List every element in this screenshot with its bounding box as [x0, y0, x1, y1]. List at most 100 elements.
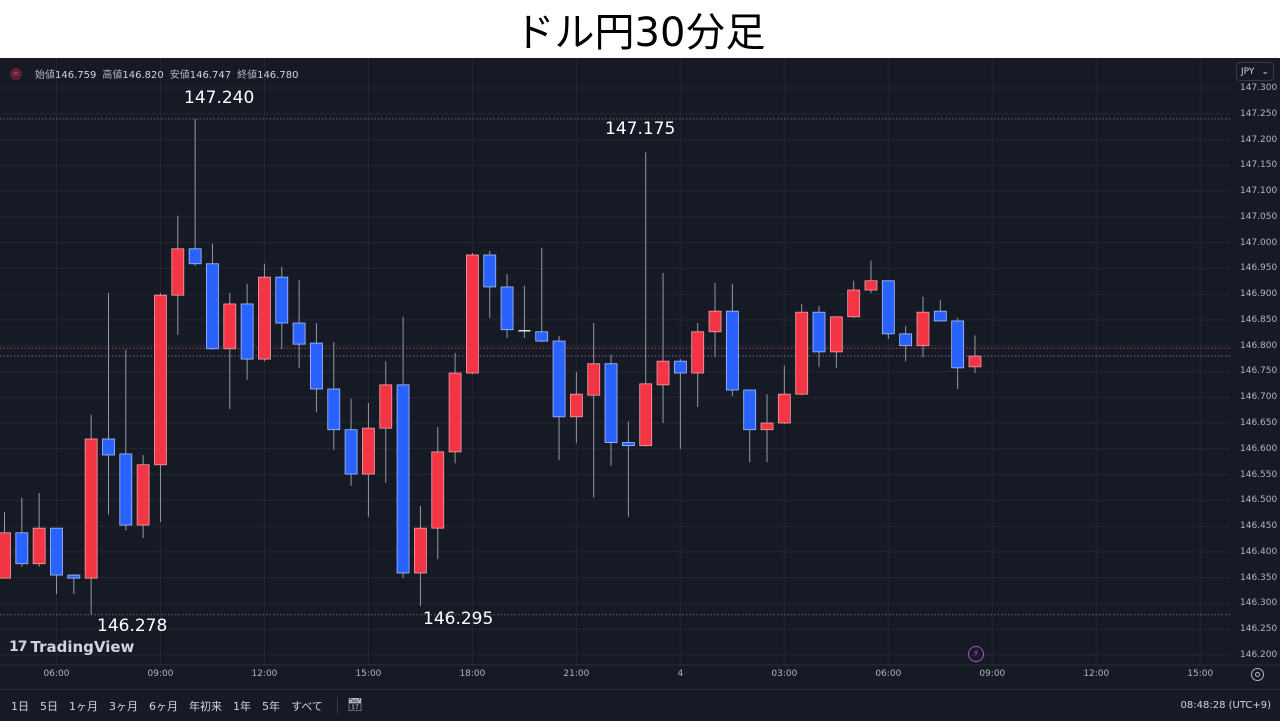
candle-down	[483, 254, 497, 288]
price-tick-label: 146.200	[1240, 649, 1278, 660]
time-tick-label: 09:00	[147, 669, 174, 679]
candle-down	[899, 333, 913, 347]
price-tick-label: 146.750	[1240, 366, 1278, 377]
price-tick-label: 146.250	[1240, 624, 1278, 635]
range-5y-button[interactable]: 5年	[262, 699, 280, 713]
time-tick-label: 12:00	[251, 669, 278, 679]
price-tick-label: 146.300	[1240, 598, 1278, 609]
price-tick-label: 147.300	[1240, 83, 1278, 93]
clock-timezone[interactable]: 08:48:28 (UTC+9)	[1180, 700, 1271, 711]
candle-down	[310, 342, 323, 390]
range-all-button[interactable]: すべて	[291, 699, 323, 713]
high-value: 146.820	[122, 70, 164, 81]
lightning-icon[interactable]: ⚡	[968, 646, 984, 662]
time-tick-label: 03:00	[771, 669, 798, 679]
candle-up	[569, 393, 583, 418]
open-label: 始値	[35, 70, 55, 81]
candle-up	[0, 532, 11, 579]
time-tick-label: 18:00	[459, 669, 486, 679]
page-header: ドル円30分足	[0, 0, 1280, 58]
range-3m-button[interactable]: 3ヶ月	[109, 699, 138, 713]
candle-up	[639, 383, 653, 447]
candle-up	[84, 438, 98, 579]
price-tick-label: 146.850	[1240, 314, 1278, 325]
price-tick-label: 146.700	[1240, 392, 1278, 403]
candle-up	[691, 331, 705, 374]
price-tick-label: 147.200	[1240, 134, 1278, 145]
bottom-toolbar: 1日 5日 1ヶ月 3ヶ月 6ヶ月 年初来 1年 5年 すべて 📅︎ 08:48…	[0, 689, 1280, 721]
candle-down	[535, 331, 549, 342]
tradingview-logo[interactable]: 𝟭𝟳 TradingView	[9, 638, 134, 656]
candle-up	[258, 276, 271, 360]
price-tick-label: 147.000	[1240, 237, 1278, 248]
price-tick-label: 147.250	[1240, 108, 1278, 119]
symbol-badge-icon[interactable]: ≈	[10, 67, 22, 80]
candle-up	[760, 422, 774, 431]
range-1d-button[interactable]: 1日	[11, 699, 29, 713]
candle-down	[604, 363, 618, 443]
price-tick-label: 146.650	[1240, 418, 1278, 428]
candle-up	[362, 427, 375, 475]
time-tick-label: 06:00	[43, 669, 70, 679]
high-label: 高値	[102, 70, 123, 81]
candle-up	[466, 254, 479, 374]
candle-up	[916, 311, 930, 347]
candle-down	[396, 384, 410, 574]
candle-up	[448, 372, 462, 453]
candle-up	[154, 294, 167, 466]
price-tick-label: 146.400	[1240, 546, 1278, 557]
candle-up	[847, 289, 861, 318]
candle-up	[414, 527, 427, 574]
candle-down	[240, 303, 254, 360]
candle-down	[50, 527, 63, 576]
price-tick-label: 147.100	[1240, 186, 1278, 197]
candle-down	[206, 263, 219, 350]
currency-select[interactable]: JPY ⌄	[1236, 62, 1274, 81]
price-tick-label: 146.800	[1240, 340, 1278, 351]
candle-down	[621, 442, 635, 447]
annotation-high: 147.240	[184, 88, 255, 108]
range-5d-button[interactable]: 5日	[40, 699, 58, 713]
page-title: ドル円30分足	[514, 10, 766, 56]
candle-down	[344, 429, 358, 475]
candle-down	[119, 453, 133, 526]
logo-text: TradingView	[30, 638, 135, 656]
price-tick-label: 147.050	[1240, 211, 1278, 222]
low-value: 146.747	[189, 70, 232, 81]
candle-down	[327, 388, 341, 431]
candle-down	[552, 340, 566, 418]
time-tick-label: 15:00	[355, 669, 382, 679]
candle-down	[933, 310, 947, 322]
range-ytd-button[interactable]: 年初来	[189, 699, 222, 713]
candle-up	[136, 464, 150, 526]
candle-down	[725, 310, 739, 391]
ohlc-legend: ≈ 始値146.759 高値146.820 安値146.747 終値146.78…	[10, 66, 304, 81]
time-tick-label: 4	[677, 669, 684, 679]
price-tick-label: 146.500	[1240, 495, 1278, 506]
annotation-spike-high: 147.175	[605, 119, 676, 139]
candle-down	[743, 389, 757, 431]
candle-down	[673, 360, 687, 374]
calendar-goto-icon[interactable]: 📅︎	[346, 698, 364, 713]
settings-icon[interactable]	[1251, 668, 1264, 681]
candle-up	[32, 527, 46, 565]
range-1m-button[interactable]: 1ヶ月	[69, 699, 98, 713]
range-6m-button[interactable]: 6ヶ月	[149, 699, 178, 713]
candle-down	[67, 574, 81, 579]
candle-up	[864, 280, 878, 291]
candle-up	[431, 451, 445, 529]
candle-down	[15, 532, 29, 565]
currency-value: JPY	[1241, 66, 1255, 77]
candle-up	[777, 393, 791, 424]
candle-down	[188, 248, 202, 265]
range-1y-button[interactable]: 1年	[233, 699, 251, 713]
close-value: 146.780	[257, 70, 299, 81]
time-tick-label: 06:00	[875, 669, 902, 679]
price-tick-label: 146.550	[1240, 469, 1278, 480]
candle-down	[275, 276, 289, 324]
close-label: 終値	[237, 70, 258, 81]
toolbar-divider	[336, 696, 338, 715]
time-tick-label: 21:00	[563, 669, 590, 679]
candle-down	[292, 322, 306, 345]
